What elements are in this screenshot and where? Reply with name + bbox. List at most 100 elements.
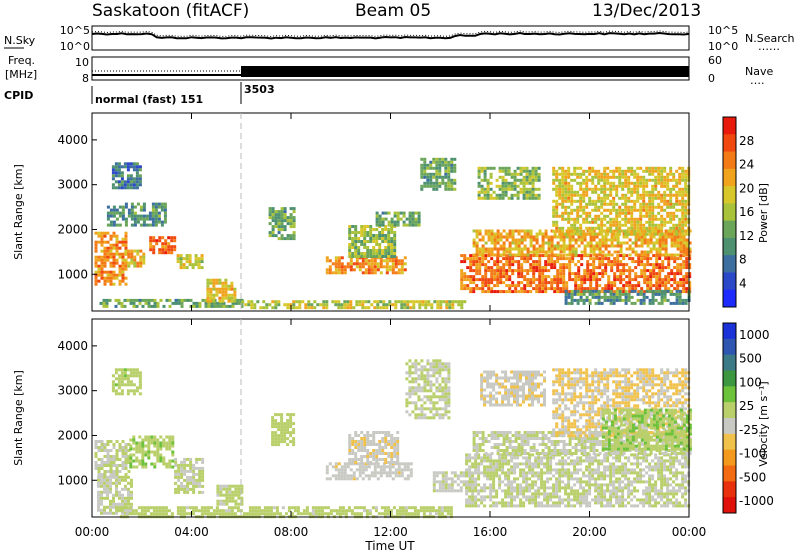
heatmap-cell-4: [127, 211, 131, 215]
heatmap-cell-15: [595, 235, 599, 239]
heatmap-cell-3: [194, 257, 198, 261]
heatmap-cell-11: [357, 237, 361, 240]
heatmap-cell-17: [684, 172, 688, 176]
heatmap-cell-16: [537, 166, 541, 170]
heatmap-cell-10: [432, 383, 436, 387]
heatmap-cell-16: [522, 187, 526, 191]
heatmap-cell-10: [411, 401, 415, 405]
heatmap-cell-16: [525, 190, 529, 194]
heatmap-cell-17: [600, 226, 604, 230]
heatmap-cell-14: [511, 281, 515, 285]
heatmap-cell-10: [385, 271, 389, 275]
heatmap-cell-15: [610, 235, 614, 239]
heatmap-cell-17: [609, 220, 613, 224]
heatmap-cell-17: [591, 181, 595, 185]
heatmap-cell-4: [120, 389, 124, 393]
heatmap-cell-14: [499, 266, 503, 270]
heatmap-cell-8: [343, 474, 347, 478]
heatmap-cell-15: [646, 229, 650, 233]
heatmap-cell-5: [281, 506, 285, 510]
heatmap-cell-10: [370, 268, 374, 272]
heatmap-cell-15: [529, 232, 533, 236]
heatmap-cell-14: [529, 266, 533, 270]
heatmap-cell-17: [648, 223, 652, 227]
heatmap-cell-17: [633, 202, 637, 206]
heatmap-cell-17: [588, 232, 592, 236]
heatmap-cell-17: [651, 172, 655, 176]
heatmap-cell-5: [380, 506, 384, 510]
heatmap-cell-12: [405, 223, 409, 227]
heatmap-cell-5: [320, 512, 324, 516]
heatmap-cell-14: [574, 263, 578, 267]
heatmap-cell-8: [424, 300, 428, 304]
heatmap-cell-16: [510, 184, 514, 188]
heatmap-cell-0: [97, 234, 101, 238]
heatmap-cell-15: [589, 241, 593, 245]
heatmap-cell-10: [447, 389, 451, 393]
heatmap-cell-5: [293, 509, 297, 513]
heatmap-cell-9: [283, 237, 287, 241]
heatmap-cell-2: [147, 438, 151, 442]
heatmap-cell-9: [366, 434, 370, 437]
heatmap-cell-6: [141, 304, 145, 308]
heatmap-cell-3: [176, 260, 180, 264]
heatmap-cell-3: [180, 472, 184, 476]
heatmap-cell-17: [633, 190, 637, 194]
heatmap-cell-15: [478, 238, 482, 242]
heatmap-cell-10: [370, 262, 374, 266]
heatmap-cell-1: [121, 511, 124, 515]
heatmap-cell-16: [534, 187, 538, 191]
heatmap-cell-6: [237, 502, 241, 506]
heatmap-cell-7: [206, 296, 210, 300]
heatmap-cell-4: [154, 214, 158, 218]
heatmap-cell-1: [100, 493, 103, 497]
heatmap-cell-3: [198, 457, 202, 461]
heatmap-cell-4: [121, 211, 125, 215]
heatmap-cell-17: [639, 211, 643, 215]
heatmap-cell-17: [588, 187, 592, 191]
heatmap-cell-0: [103, 449, 107, 452]
heatmap-cell-9: [384, 443, 388, 446]
heatmap-cell-10: [441, 416, 445, 420]
heatmap-cell-14: [658, 287, 662, 291]
heatmap-cell-17: [654, 184, 658, 188]
heatmap-cell-15: [526, 253, 530, 257]
heatmap-cell-16: [528, 178, 532, 182]
heatmap-cell-15: [640, 241, 644, 245]
heatmap-cell-14: [589, 257, 593, 261]
heatmap-cell-15: [481, 235, 485, 239]
heatmap-cell-14: [679, 272, 683, 276]
heatmap-cell-10: [435, 380, 439, 384]
heatmap-cell-17: [561, 190, 565, 194]
heatmap-cell-15: [601, 238, 605, 242]
heatmap-cell-11: [384, 237, 388, 240]
heatmap-cell-7: [280, 434, 284, 438]
heatmap-cell-9: [268, 207, 272, 211]
heatmap-cell-17: [627, 211, 631, 215]
heatmap-cell-15: [583, 238, 587, 242]
heatmap-cell-14: [538, 260, 542, 264]
heatmap-cell-1: [118, 493, 121, 497]
heatmap-cell-14: [577, 260, 581, 264]
heatmap-cell-18: [681, 301, 685, 305]
heatmap-cell-17: [660, 196, 664, 200]
heatmap-cell-14: [577, 269, 581, 273]
heatmap-cell-14: [682, 275, 686, 279]
heatmap-cell-5: [275, 509, 279, 513]
heatmap-cell-16: [516, 184, 520, 188]
heatmap-cell-11: [453, 474, 457, 478]
heatmap-cell-3: [200, 254, 204, 258]
heatmap-cell-18: [588, 298, 592, 302]
heatmap-cell-17: [624, 169, 628, 173]
heatmap-cell-10: [417, 374, 421, 378]
heatmap-cell-5: [407, 512, 411, 516]
heatmap-cell-18: [645, 289, 649, 293]
heatmap-cell-9: [283, 225, 287, 229]
heatmap-cell-5: [269, 512, 273, 516]
heatmap-cell-17: [573, 199, 577, 203]
heatmap-cell-15: [508, 244, 512, 248]
heatmap-cell-1: [97, 478, 100, 482]
heatmap-cell-4: [129, 371, 133, 375]
heatmap-cell-11: [378, 249, 382, 252]
heatmap-cell-17: [567, 187, 571, 191]
